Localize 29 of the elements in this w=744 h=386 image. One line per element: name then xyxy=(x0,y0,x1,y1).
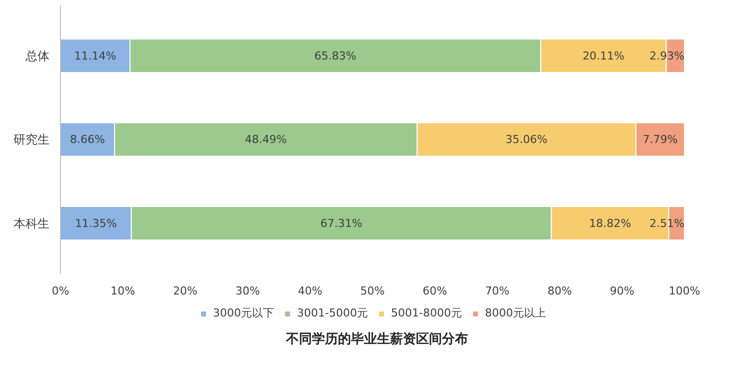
y-tick-label: 本科生 xyxy=(14,216,50,230)
x-tick-label: 50% xyxy=(360,284,385,298)
data-label: 11.35% xyxy=(74,216,117,230)
data-label: 48.49% xyxy=(244,133,287,146)
data-label: 11.14% xyxy=(74,49,116,62)
data-label: 67.31% xyxy=(320,216,362,230)
data-label: 65.83% xyxy=(314,49,356,62)
y-tick-label: 总体 xyxy=(24,48,50,63)
x-tick-label: 40% xyxy=(298,284,322,298)
data-label: 18.82% xyxy=(589,216,632,230)
x-tick-label: 80% xyxy=(547,284,572,298)
x-tick-label: 10% xyxy=(110,284,136,298)
x-tick-label: 100% xyxy=(668,284,700,298)
x-tick-label: 70% xyxy=(485,284,510,298)
legend-label: 3001-5000元 xyxy=(297,306,368,320)
legend-label: 8000元以上 xyxy=(484,306,546,320)
x-tick-label: 30% xyxy=(235,284,260,298)
legend-label: 5001-8000元 xyxy=(391,306,462,320)
legend-label: 3000元以下 xyxy=(213,306,274,320)
x-tick-label: 20% xyxy=(173,284,198,298)
text: 不同学历的毕业生薪资区间分布 xyxy=(286,331,468,349)
x-tick-label: 60% xyxy=(422,284,448,298)
data-label: 35.06% xyxy=(506,133,548,146)
data-label: 8.66% xyxy=(70,133,105,146)
x-tick-label: 90% xyxy=(610,284,634,298)
y-tick-label: 研究生 xyxy=(14,132,50,146)
data-label: 20.11% xyxy=(582,49,625,62)
x-tick-label: 0% xyxy=(52,284,70,298)
data-label: 7.79% xyxy=(642,133,678,146)
